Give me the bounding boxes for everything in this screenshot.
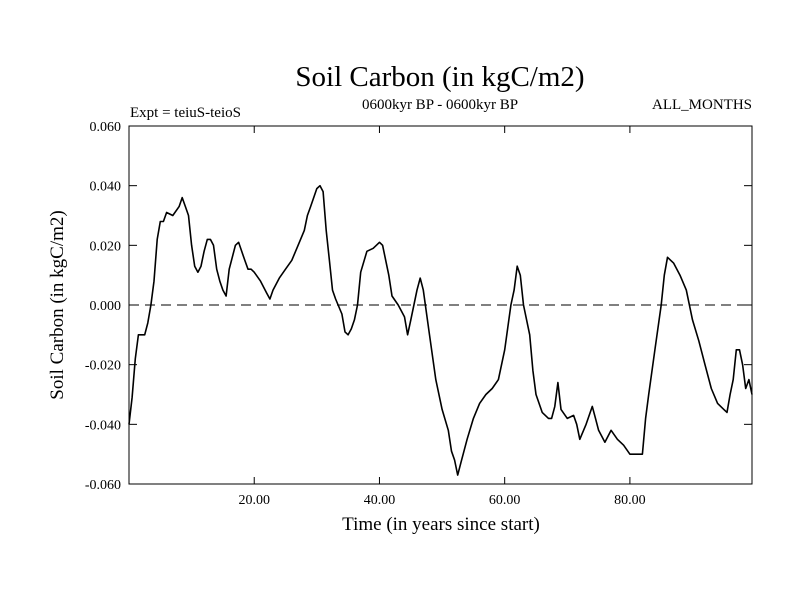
series-line — [128, 184, 753, 476]
y-axis-ticks: -0.060 -0.040 -0.020 0.000 0.020 0.040 0.060 — [85, 120, 752, 493]
y-tick-label: 0.020 — [90, 239, 122, 254]
chart-subtitle: 0600kyr BP - 0600kyr BP — [362, 97, 518, 113]
plot-area — [128, 125, 753, 485]
experiment-label: Expt = teiuS-teioS — [130, 105, 241, 121]
x-tick-label: 80.00 — [614, 493, 646, 508]
y-tick-label: -0.040 — [85, 418, 121, 433]
y-tick-label: -0.020 — [85, 359, 121, 374]
y-tick-label: 0.060 — [90, 120, 122, 135]
y-tick-label: 0.000 — [90, 299, 122, 314]
x-tick-label: 20.00 — [238, 493, 270, 508]
x-axis-ticks: 20.00 40.00 60.00 80.00 — [238, 126, 646, 508]
x-axis-label: Time (in years since start) — [342, 514, 540, 535]
period-label: ALL_MONTHS — [652, 97, 752, 113]
x-tick-label: 60.00 — [489, 493, 521, 508]
y-axis-label: Soil Carbon (in kgC/m2) — [47, 210, 68, 399]
chart-title: Soil Carbon (in kgC/m2) — [295, 61, 584, 93]
y-tick-label: 0.040 — [90, 180, 122, 195]
y-tick-label: -0.060 — [85, 478, 121, 493]
x-tick-label: 40.00 — [364, 493, 396, 508]
